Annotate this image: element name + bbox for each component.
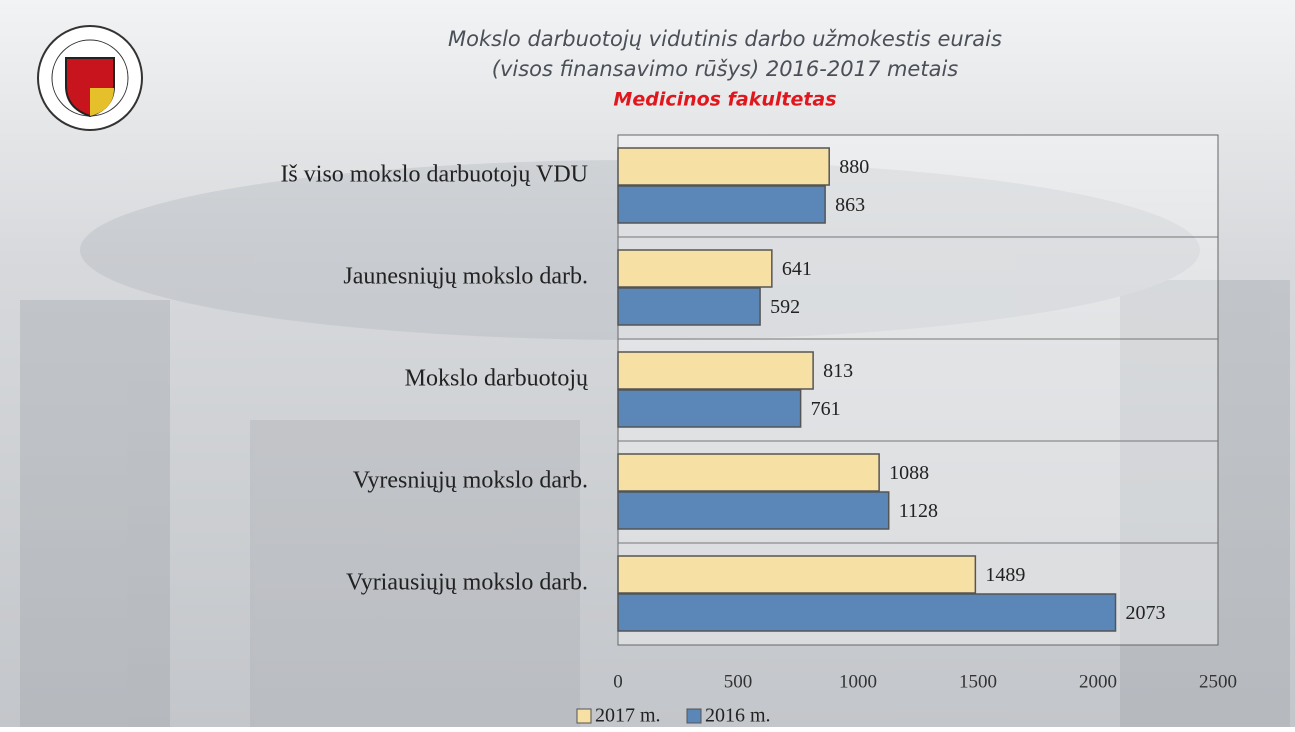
legend-swatch <box>686 708 702 724</box>
data-label: 2073 <box>1126 602 1166 624</box>
bar <box>617 185 826 224</box>
data-label: 1128 <box>899 500 938 522</box>
bar <box>617 249 773 288</box>
y-tick-label: Vyresniųjų mokslo darb. <box>353 468 588 494</box>
logo <box>37 25 143 131</box>
x-tick-label: 2000 <box>1079 671 1117 692</box>
bar <box>617 287 761 326</box>
data-label: 813 <box>823 360 853 382</box>
legend-label: 2017 m. <box>595 705 661 727</box>
legend-swatch <box>576 708 592 724</box>
bar <box>617 555 977 594</box>
bar <box>617 351 814 390</box>
y-tick-label: Vyriausiųjų mokslo darb. <box>346 570 588 596</box>
y-tick-label: Jaunesniųjų mokslo darb. <box>343 264 588 290</box>
x-tick-label: 1500 <box>959 671 997 692</box>
chart-title: (visos finansavimo rūšys) 2016-2017 meta… <box>492 57 959 81</box>
legend-label: 2016 m. <box>705 705 771 727</box>
data-label: 761 <box>811 398 841 420</box>
chart-subtitle: Medicinos fakultetas <box>613 89 836 111</box>
data-label: 641 <box>782 258 812 280</box>
y-tick-label: Iš viso mokslo darbuotojų VDU <box>280 162 588 188</box>
data-label: 880 <box>839 156 869 178</box>
x-tick-label: 2500 <box>1199 671 1237 692</box>
chart-title: Mokslo darbuotojų vidutinis darbo užmoke… <box>448 27 1002 51</box>
bar <box>617 147 830 186</box>
data-label: 1088 <box>889 462 929 484</box>
data-label: 592 <box>770 296 800 318</box>
y-tick-label: Mokslo darbuotojų <box>405 366 589 392</box>
bar <box>617 491 890 530</box>
bar <box>617 389 802 428</box>
bar <box>617 453 880 492</box>
bar <box>617 593 1117 632</box>
x-tick-label: 0 <box>613 671 623 692</box>
data-label: 863 <box>835 194 865 216</box>
data-label: 1489 <box>985 564 1025 586</box>
x-tick-label: 500 <box>724 671 753 692</box>
x-tick-label: 1000 <box>839 671 877 692</box>
